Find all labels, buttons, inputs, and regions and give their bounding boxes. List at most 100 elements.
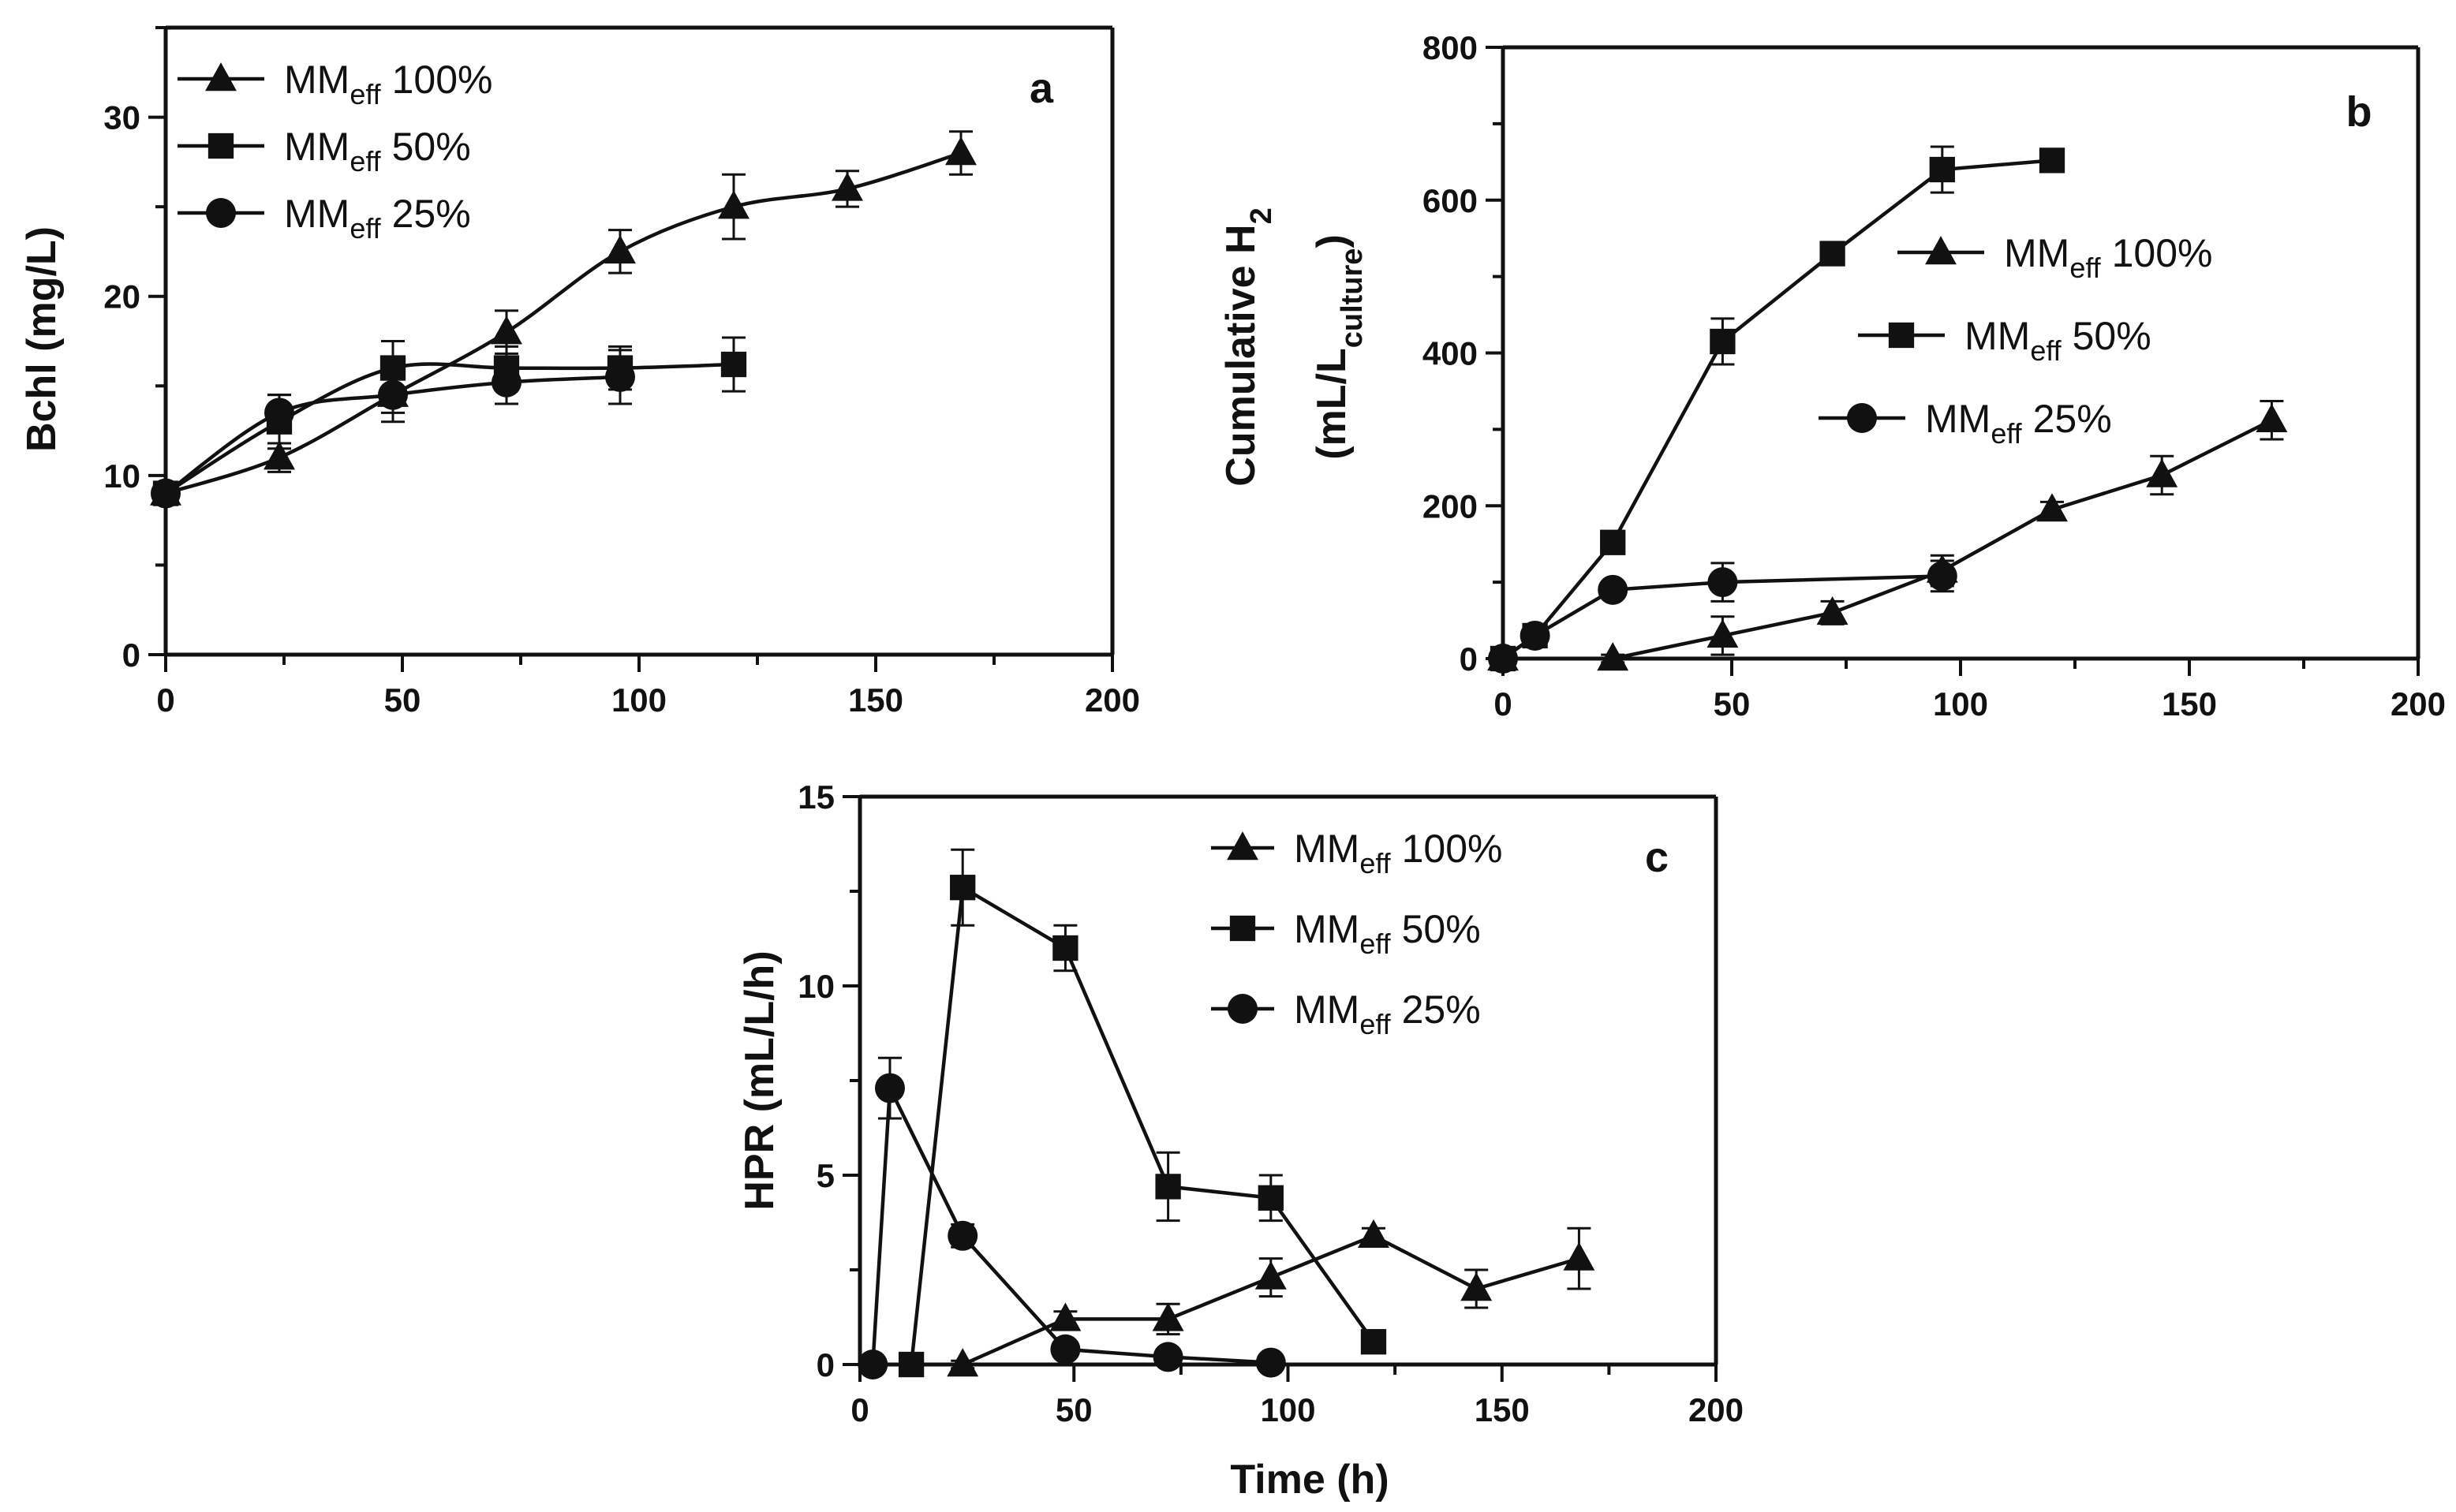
data-point: [898, 1351, 925, 1378]
data-point: [1816, 595, 1849, 625]
series-triangle: [150, 130, 977, 506]
data-point: [950, 875, 976, 901]
x-tick-label: 100: [1260, 1391, 1315, 1428]
y-tick-label: 0: [1460, 640, 1478, 678]
x-tick-label: 0: [1493, 685, 1512, 722]
legend-marker: [1227, 831, 1258, 861]
y-axis-label-line2: (mL/Lculture): [1309, 234, 1369, 460]
data-point: [2036, 493, 2068, 522]
x-tick-label: 200: [1085, 681, 1140, 719]
legend-entry: MMeff 50%: [1211, 907, 1481, 960]
panel-label: b: [2346, 88, 2372, 136]
data-point: [1600, 529, 1626, 555]
data-point: [1597, 642, 1629, 671]
data-point: [948, 1220, 978, 1251]
data-point: [264, 398, 294, 428]
y-tick-label: 5: [817, 1157, 835, 1194]
legend-marker: [205, 62, 237, 91]
data-point: [2146, 458, 2178, 487]
series-triangle: [947, 1219, 1595, 1377]
legend-label: MMeff 100%: [2004, 231, 2212, 284]
data-point: [1488, 644, 1518, 674]
data-point: [1050, 1334, 1081, 1365]
legend-marker: [1888, 322, 1915, 349]
legend-entry: MMeff 50%: [178, 125, 471, 177]
legend-label: MMeff 50%: [284, 125, 471, 177]
y-axis-label: Bchl (mg/L): [19, 226, 65, 452]
data-point: [492, 367, 521, 398]
y-tick-label: 0: [817, 1346, 835, 1383]
legend-entry: MMeff 100%: [1211, 827, 1502, 879]
series-square: [898, 848, 1387, 1378]
series-circle: [858, 1056, 1286, 1379]
y-tick-label: 10: [798, 968, 835, 1005]
series-circle: [151, 349, 635, 509]
legend-label: MMeff 100%: [1294, 827, 1502, 879]
data-point: [1929, 156, 1955, 183]
legend-entry: MMeff 25%: [178, 192, 471, 245]
data-point: [1254, 1260, 1287, 1290]
data-point: [491, 315, 522, 345]
y-tick-label: 200: [1422, 487, 1478, 525]
legend-label: MMeff 50%: [1964, 314, 2151, 367]
data-point: [718, 190, 750, 219]
legend-entry: MMeff 25%: [1819, 397, 2112, 450]
data-point: [874, 1073, 905, 1103]
legend-label: MMeff 25%: [1925, 397, 2112, 450]
y-tick-label: 400: [1422, 335, 1478, 372]
legend-label: MMeff 25%: [284, 192, 471, 245]
series-line: [909, 884, 1375, 1365]
data-point: [832, 172, 863, 201]
x-axis-label: Time (h): [1230, 1457, 1389, 1503]
data-point: [1707, 567, 1738, 598]
legend-marker: [1847, 403, 1877, 433]
y-axis-label: HPR (mL/L/h): [737, 950, 783, 1210]
data-point: [1358, 1219, 1389, 1248]
y-tick-label: 30: [103, 99, 140, 136]
data-point: [1258, 1185, 1284, 1211]
data-point: [1155, 1174, 1181, 1200]
legend-marker: [1925, 236, 1957, 265]
chart-panel-b: 0 50 100 150 200 0 200 400 600 800 Cumulative H2 (m…: [1218, 29, 2446, 722]
x-tick-label: 150: [2162, 685, 2217, 722]
series-line: [1503, 418, 2273, 661]
data-point: [1710, 328, 1736, 355]
data-point: [264, 441, 295, 470]
x-tick-label: 0: [850, 1391, 869, 1428]
data-point: [1255, 1347, 1286, 1378]
data-point: [1520, 620, 1550, 651]
y-tick-label: 600: [1422, 182, 1478, 219]
y-tick-label: 800: [1422, 29, 1478, 66]
data-point: [1152, 1302, 1184, 1331]
legend-entry: MMeff 100%: [178, 58, 492, 110]
data-point: [1927, 561, 1957, 592]
data-point: [1598, 574, 1628, 605]
legend-marker: [206, 198, 236, 228]
data-point: [858, 1350, 888, 1379]
legend-label: MMeff 100%: [284, 58, 492, 110]
y-tick-label: 0: [122, 637, 140, 674]
x-tick-label: 150: [848, 681, 903, 719]
panel-label: a: [1030, 65, 1054, 112]
data-point: [1819, 241, 1845, 267]
data-point: [1706, 619, 1739, 648]
x-tick-label: 150: [1475, 1391, 1530, 1428]
data-point: [720, 351, 747, 378]
data-point: [1460, 1272, 1493, 1301]
series-line: [871, 1081, 1271, 1365]
series-line: [165, 151, 962, 495]
legend-marker: [1229, 915, 1256, 942]
data-point: [1563, 1241, 1595, 1271]
data-point: [378, 379, 408, 410]
legend-marker: [207, 133, 234, 159]
data-point: [945, 136, 977, 166]
x-tick-label: 50: [1056, 1391, 1093, 1428]
chart-panel-a: 0 50 100 150 200 0 10 20 30 Bchl (mg/L) a MMeff 100…: [19, 25, 1140, 719]
x-tick-label: 50: [384, 681, 421, 719]
data-point: [2256, 403, 2288, 432]
data-point: [1052, 935, 1078, 961]
x-tick-label: 200: [1688, 1391, 1744, 1428]
